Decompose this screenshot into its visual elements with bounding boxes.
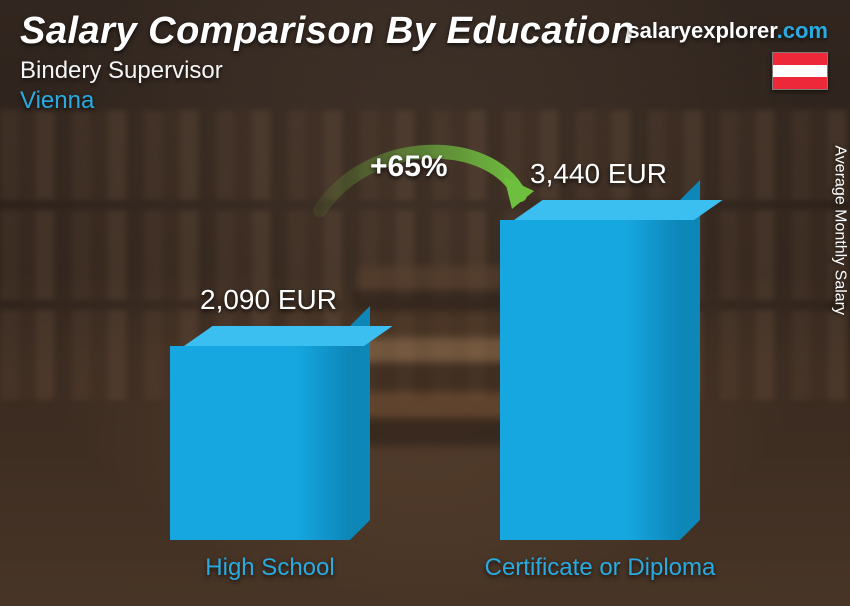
bar-top: [184, 326, 393, 346]
bar-category-label: High School: [120, 554, 420, 582]
bar: [170, 346, 350, 540]
bar-front: [500, 220, 680, 540]
percent-increase-badge: +65%: [370, 150, 448, 184]
bar-side: [680, 180, 700, 540]
bar: [500, 220, 680, 540]
bar-front: [170, 346, 350, 540]
bar-value-label: 3,440 EUR: [530, 158, 667, 190]
salary-chart: +65% 2,090 EUR High School 3,440 EUR Certif…: [0, 0, 850, 606]
bar-category-label: Certificate or Diploma: [450, 554, 750, 582]
bar-top: [514, 200, 723, 220]
bar-value-label: 2,090 EUR: [200, 284, 337, 316]
